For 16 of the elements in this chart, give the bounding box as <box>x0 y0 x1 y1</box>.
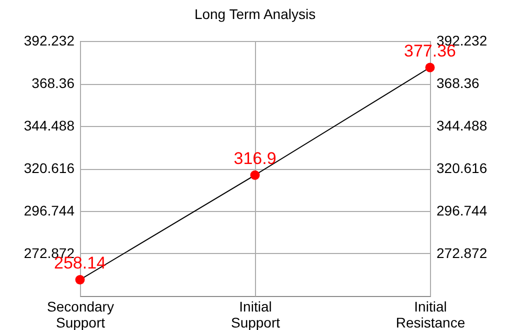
chart-title: Long Term Analysis <box>194 6 316 22</box>
y-tick-label: 344.488 <box>24 118 75 134</box>
point <box>250 170 260 180</box>
y-tick-label: 296.744 <box>24 202 75 218</box>
point <box>425 62 435 72</box>
y2-tick-label: 344.488 <box>436 118 488 134</box>
y2-tick-label: 368.36 <box>436 75 480 91</box>
y-tick-label: 392.232 <box>24 32 75 48</box>
y-tick-label: 368.36 <box>32 75 75 91</box>
x-tick-label: Initial Resistance <box>396 298 466 330</box>
point <box>75 274 85 284</box>
y-tick-label: 320.616 <box>24 160 75 176</box>
data-label: 316.9 <box>234 149 276 168</box>
y2-tick-label: 296.744 <box>436 202 488 218</box>
y2-tick-label: 272.872 <box>436 245 488 261</box>
y2-tick-label: 320.616 <box>436 160 488 176</box>
